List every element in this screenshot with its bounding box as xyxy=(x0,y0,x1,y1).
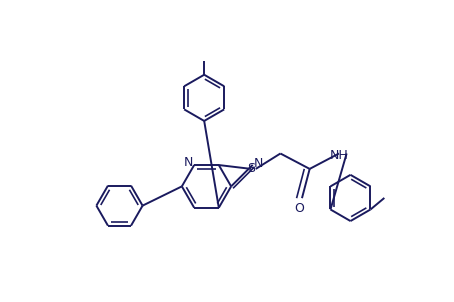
Text: S: S xyxy=(247,162,255,175)
Text: O: O xyxy=(294,202,304,215)
Text: N: N xyxy=(183,156,192,169)
Text: NH: NH xyxy=(330,149,348,162)
Text: N: N xyxy=(254,157,263,170)
